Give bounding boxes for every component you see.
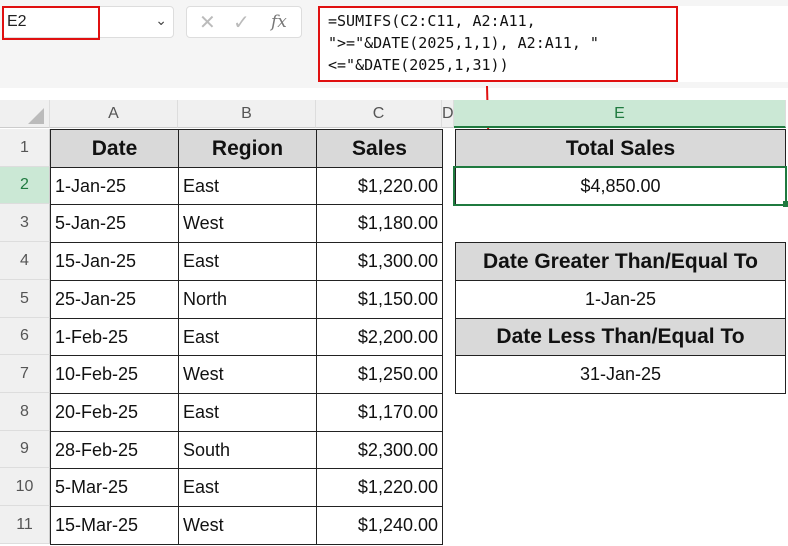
column-header-B[interactable]: B xyxy=(178,100,316,128)
date-gte-label[interactable]: Date Greater Than/Equal To xyxy=(455,242,786,281)
sales-cell[interactable]: $1,250.00 xyxy=(316,355,443,394)
row-header-9[interactable]: 9 xyxy=(0,431,50,468)
sales-cell[interactable]: $1,220.00 xyxy=(316,167,443,205)
row-header-6[interactable]: 6 xyxy=(0,318,50,355)
formula-buttons: ✕ ✓ fx xyxy=(186,6,302,38)
date-cell[interactable]: 5-Mar-25 xyxy=(50,468,179,507)
date-cell[interactable]: 15-Jan-25 xyxy=(50,242,179,281)
region-cell[interactable]: West xyxy=(178,204,317,243)
region-cell[interactable]: North xyxy=(178,280,317,319)
date-lte-value[interactable]: 31-Jan-25 xyxy=(455,355,786,394)
highlight-box xyxy=(318,6,678,82)
row-header-4[interactable]: 4 xyxy=(0,242,50,280)
date-cell[interactable]: 20-Feb-25 xyxy=(50,393,179,432)
sales-cell[interactable]: $1,300.00 xyxy=(316,242,443,281)
column-header-A[interactable]: A xyxy=(50,100,178,128)
date-cell[interactable]: 10-Feb-25 xyxy=(50,355,179,394)
column-header-E[interactable]: E xyxy=(454,100,786,128)
row-header-3[interactable]: 3 xyxy=(0,204,50,242)
selected-cell-outline xyxy=(453,166,787,206)
highlight-box xyxy=(2,6,100,40)
date-cell[interactable]: 28-Feb-25 xyxy=(50,431,179,469)
region-cell[interactable]: East xyxy=(178,393,317,432)
region-cell[interactable]: East xyxy=(178,167,317,205)
row-header-7[interactable]: 7 xyxy=(0,355,50,393)
column-header-D[interactable]: D xyxy=(442,100,454,128)
name-box[interactable]: E2 ⌄ xyxy=(2,6,174,40)
date-gte-value[interactable]: 1-Jan-25 xyxy=(455,280,786,319)
sales-cell[interactable]: $2,200.00 xyxy=(316,318,443,356)
row-header-11[interactable]: 11 xyxy=(0,506,50,544)
sales-cell[interactable]: $1,240.00 xyxy=(316,506,443,545)
select-all-corner[interactable] xyxy=(0,100,50,128)
header-cell[interactable]: Region xyxy=(178,129,317,168)
region-cell[interactable]: South xyxy=(178,431,317,469)
formula-input[interactable]: =SUMIFS(C2:C11, A2:A11, ">="&DATE(2025,1… xyxy=(318,6,788,82)
header-cell[interactable]: Date xyxy=(50,129,179,168)
column-header-C[interactable]: C xyxy=(316,100,442,128)
region-cell[interactable]: East xyxy=(178,468,317,507)
row-header-5[interactable]: 5 xyxy=(0,280,50,318)
region-cell[interactable]: East xyxy=(178,318,317,356)
sales-cell[interactable]: $1,150.00 xyxy=(316,280,443,319)
cancel-icon[interactable]: ✕ xyxy=(199,12,216,34)
header-cell[interactable]: Sales xyxy=(316,129,443,168)
sales-cell[interactable]: $2,300.00 xyxy=(316,431,443,469)
date-lte-label[interactable]: Date Less Than/Equal To xyxy=(455,318,786,356)
fx-icon[interactable]: fx xyxy=(271,12,287,32)
sales-cell[interactable]: $1,180.00 xyxy=(316,204,443,243)
total-sales-label[interactable]: Total Sales xyxy=(455,129,786,168)
row-header-2[interactable]: 2 xyxy=(0,167,50,204)
region-cell[interactable]: East xyxy=(178,242,317,281)
row-header-10[interactable]: 10 xyxy=(0,468,50,506)
row-header-1[interactable]: 1 xyxy=(0,129,50,167)
name-box-value: E2 xyxy=(7,13,27,30)
fill-handle[interactable] xyxy=(783,201,788,207)
formula-text: =SUMIFS(C2:C11, A2:A11, ">="&DATE(2025,1… xyxy=(328,12,599,74)
date-cell[interactable]: 25-Jan-25 xyxy=(50,280,179,319)
sales-cell[interactable]: $1,220.00 xyxy=(316,468,443,507)
row-header-8[interactable]: 8 xyxy=(0,393,50,431)
region-cell[interactable]: West xyxy=(178,355,317,394)
sales-cell[interactable]: $1,170.00 xyxy=(316,393,443,432)
chevron-down-icon[interactable]: ⌄ xyxy=(155,12,167,28)
date-cell[interactable]: 1-Feb-25 xyxy=(50,318,179,356)
region-cell[interactable]: West xyxy=(178,506,317,545)
date-cell[interactable]: 15-Mar-25 xyxy=(50,506,179,545)
formula-bar-area: E2 ⌄ ✕ ✓ fx =SUMIFS(C2:C11, A2:A11, ">="… xyxy=(0,0,788,88)
date-cell[interactable]: 1-Jan-25 xyxy=(50,167,179,205)
confirm-icon[interactable]: ✓ xyxy=(233,12,250,34)
date-cell[interactable]: 5-Jan-25 xyxy=(50,204,179,243)
